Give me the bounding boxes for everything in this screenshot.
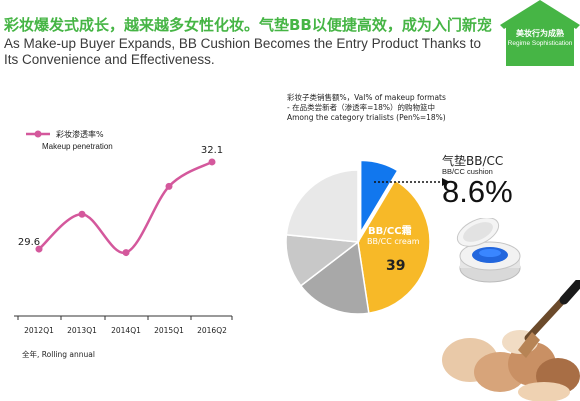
- pie-slice: [357, 179, 431, 315]
- makeup-penetration-line-chart: 2012Q1 2013Q1 2014Q1 2015Q1 2016Q2 29.6 32.1: [14, 130, 233, 335]
- badge-label-english: Regime Sophistication: [507, 40, 573, 47]
- x-tick-label: 2016Q2: [197, 326, 227, 335]
- x-tick-label: 2014Q1: [111, 326, 141, 335]
- cream-slice-sublabel: BB/CC cream: [367, 237, 420, 246]
- rolling-annual-footnote: 全年, Rolling annual: [22, 350, 95, 359]
- data-point: [165, 182, 173, 190]
- regime-sophistication-badge: 美妆行为成熟 Regime Sophistication: [500, 0, 580, 74]
- data-point: [78, 210, 86, 218]
- makeup-formats-pie-chart: [285, 160, 450, 315]
- cushion-callout-sublabel: BB/CC cushion: [442, 167, 493, 176]
- pie-note-line: Among the category trialists (Pen%=18%): [287, 113, 446, 122]
- data-label: 32.1: [201, 145, 223, 156]
- badge-label-chinese: 美妆行为成熟: [516, 29, 564, 38]
- cream-slice-label: BB/CC霜: [368, 226, 412, 237]
- house-badge-icon: [500, 0, 580, 66]
- penetration-series-line: [38, 160, 213, 254]
- data-label: 29.6: [18, 237, 40, 248]
- x-tick-label: 2015Q1: [154, 326, 184, 335]
- makeup-swatches-illustration: [442, 280, 580, 401]
- pie-note-line: - 在品类尝新者（渗透率=18%）的购物篮中: [287, 103, 436, 112]
- cream-slice-value: 39: [386, 258, 406, 274]
- data-point: [35, 245, 43, 253]
- page-title-chinese: 彩妆爆发式成长，越来越多女性化妆。气垫BB以便捷高效，成为入门新宠: [4, 16, 492, 34]
- x-tick-label: 2012Q1: [24, 326, 54, 335]
- x-tick-label: 2013Q1: [67, 326, 97, 335]
- line-legend-sublabel: Makeup penetration: [42, 142, 113, 151]
- pie-slice: [299, 240, 370, 315]
- pie-slice: [285, 169, 359, 243]
- pie-slice: [359, 160, 399, 236]
- data-point: [122, 249, 130, 257]
- legend-point-marker: [34, 130, 42, 138]
- pie-notes: 彩妆子类销售额%，Val% of makeup formats - 在品类尝新者…: [287, 93, 446, 123]
- pie-note-line: 彩妆子类销售额%，Val% of makeup formats: [287, 93, 446, 102]
- line-legend-label: 彩妆渗透率%: [56, 130, 104, 139]
- page-title-english: As Make-up Buyer Expands, BB Cushion Bec…: [4, 36, 481, 67]
- data-point: [208, 158, 216, 166]
- cushion-callout-value: 8.6%: [442, 174, 513, 209]
- cushion-callout-label: 气垫BB/CC: [442, 154, 504, 168]
- cushion-compact-illustration: [456, 218, 521, 283]
- callout-arrowhead: [442, 178, 450, 186]
